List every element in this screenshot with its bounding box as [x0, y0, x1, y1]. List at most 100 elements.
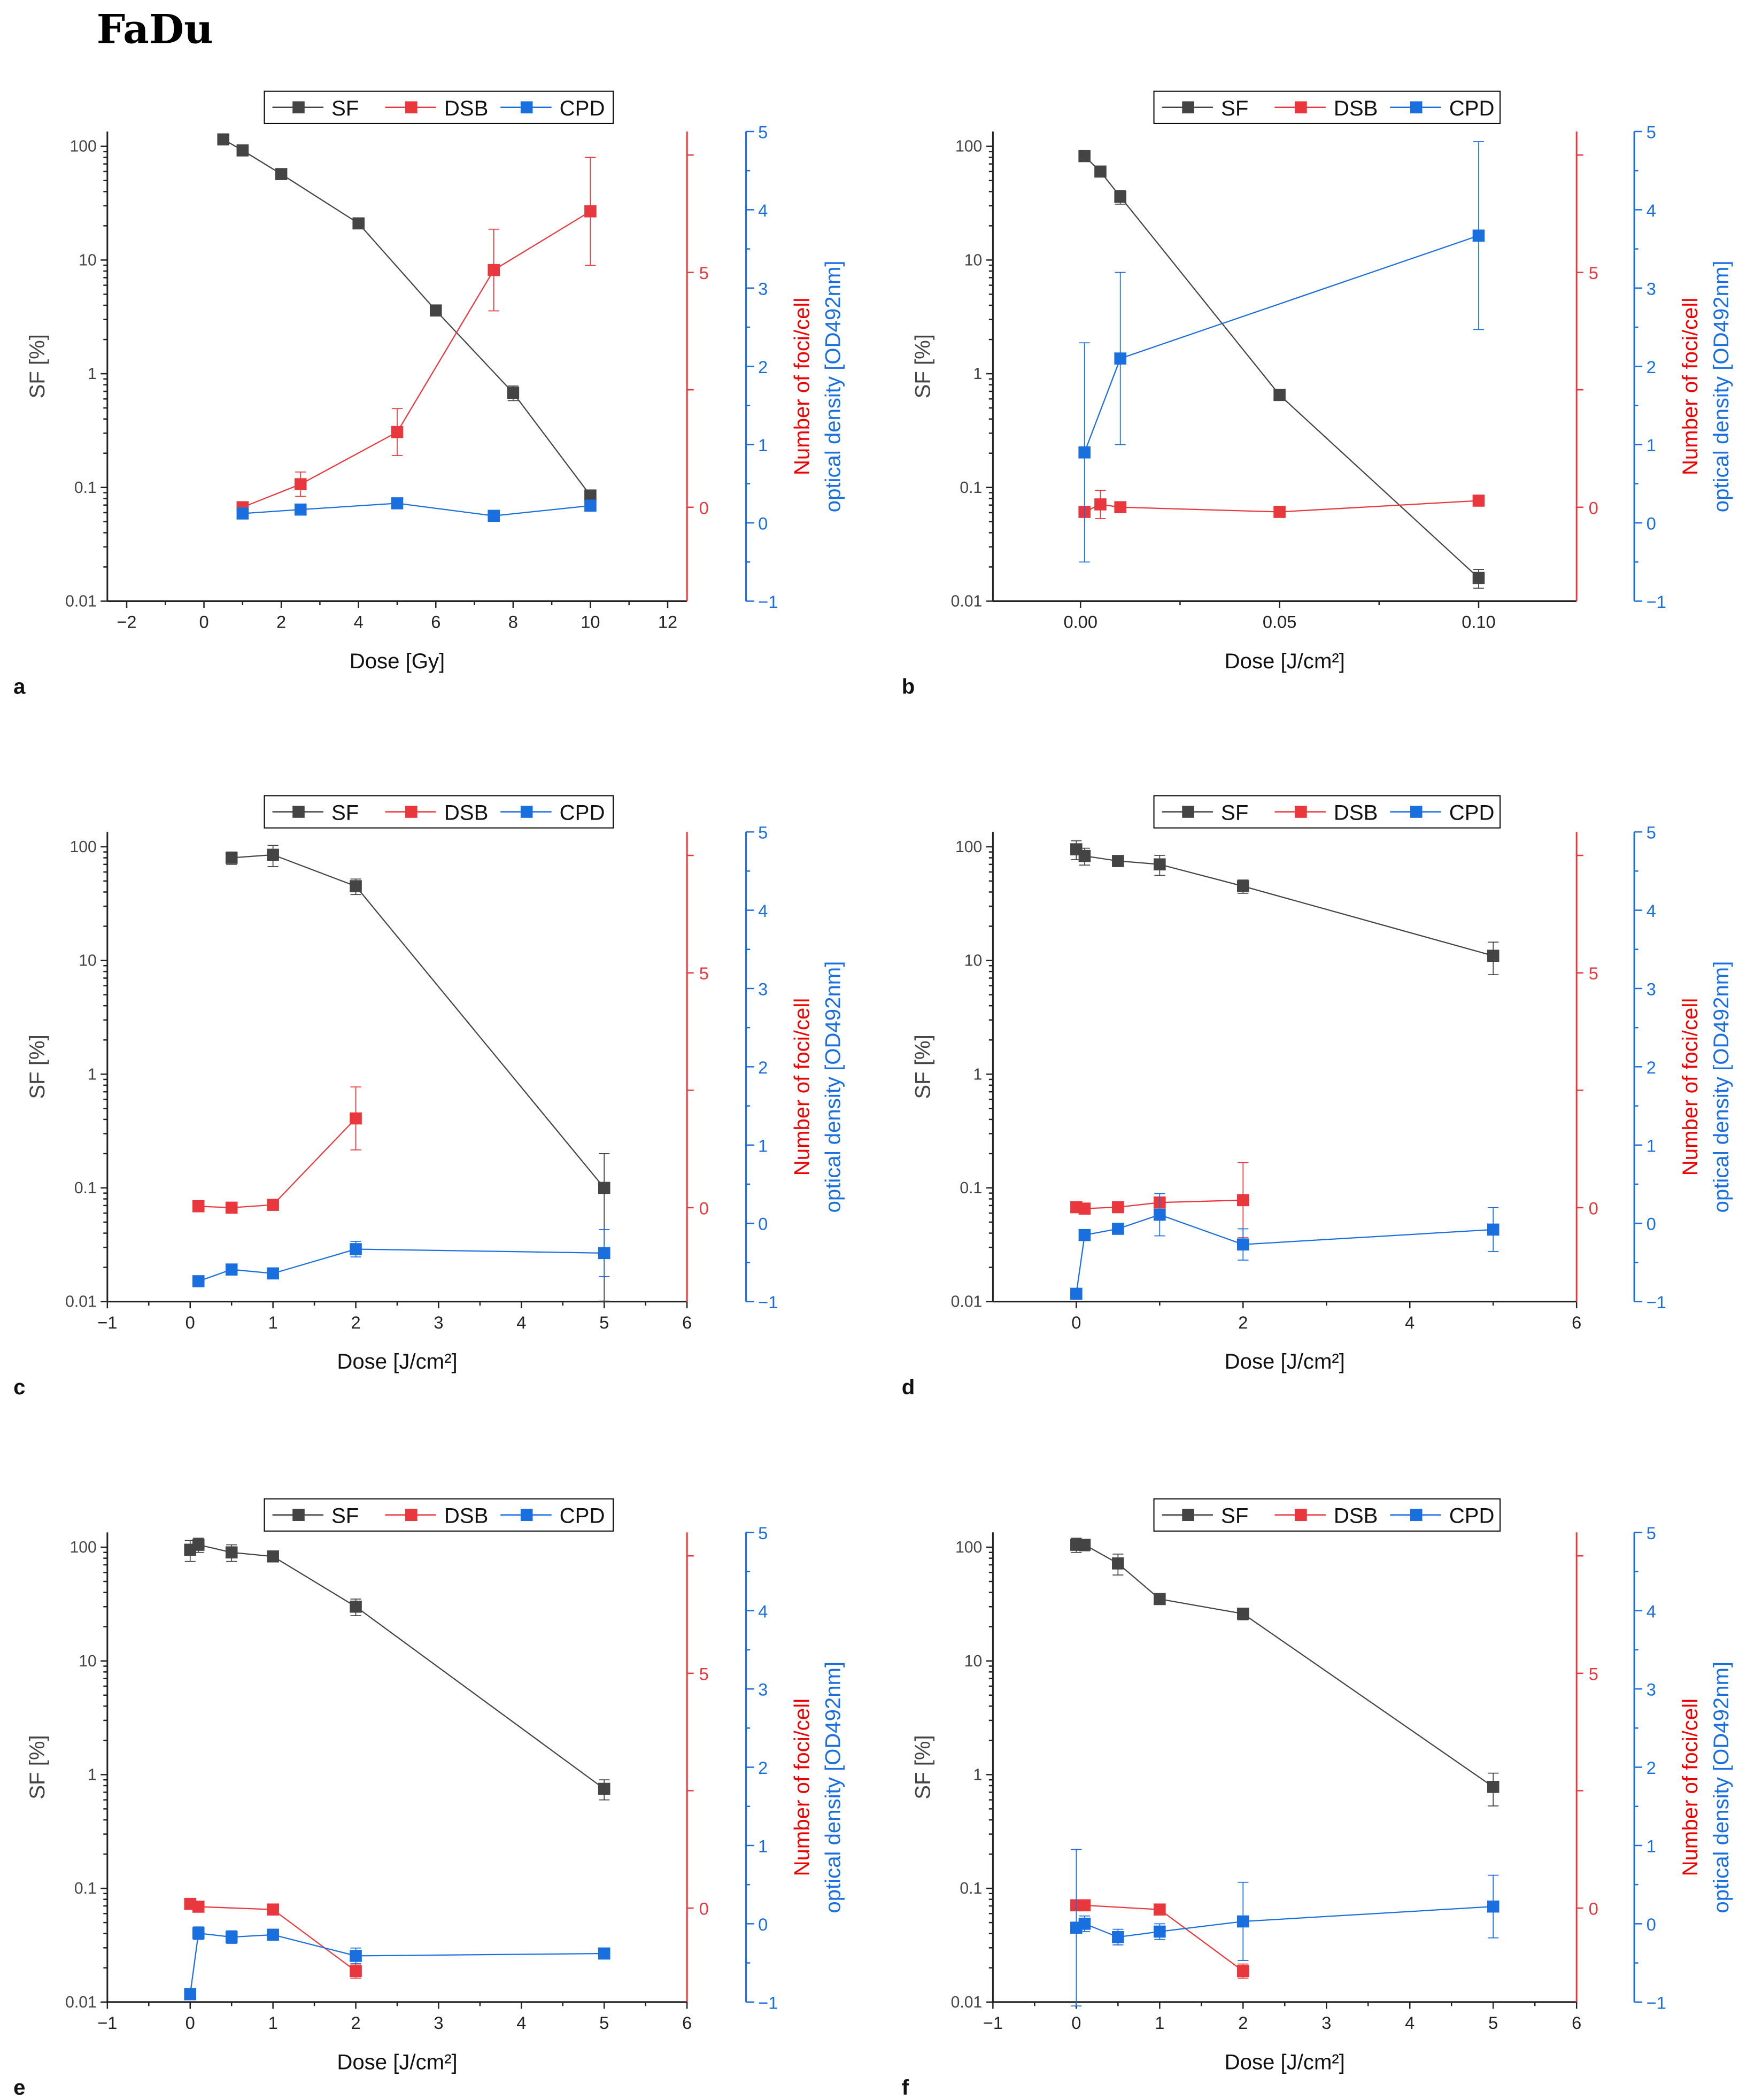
y3-tick-label: 3 [1646, 279, 1656, 298]
series-sf [1070, 1538, 1499, 1806]
y2-axis-title: Number of foci/cell [1678, 298, 1702, 475]
x-tick-label: 4 [516, 1312, 526, 1332]
y3-tick-label: 4 [1646, 200, 1656, 220]
y-tick-label: 0.01 [951, 1293, 983, 1311]
data-point-sf [225, 1546, 238, 1559]
y-tick-label: 0.01 [65, 1994, 97, 2011]
data-point-sf [1237, 1608, 1249, 1620]
data-point-cpd [1078, 1918, 1091, 1930]
y-tick-label: 0.1 [74, 1179, 97, 1197]
y-axis-title: SF [%] [25, 1735, 49, 1799]
data-point-sf [1472, 572, 1485, 584]
legend-label-dsb: DSB [1334, 801, 1378, 825]
legend-marker [292, 101, 305, 114]
legend-marker [405, 806, 418, 818]
data-point-sf [1114, 190, 1126, 203]
legend-marker [520, 806, 533, 818]
y3-tick-label: 2 [758, 1758, 768, 1778]
y3-tick-label: 4 [758, 1601, 768, 1621]
series-cpd [1070, 1193, 1499, 1300]
legend-marker [1182, 806, 1194, 818]
data-point-sf [1078, 150, 1091, 163]
x-tick-label: 2 [351, 1312, 360, 1332]
y3-tick-label: −1 [1646, 1993, 1666, 2012]
x-tick-label: 1 [1155, 2013, 1164, 2033]
legend: SF DSB CPD [1153, 795, 1501, 829]
series-line-sf [1076, 1544, 1494, 1788]
x-axis-title: Dose [J/cm²] [1225, 1349, 1345, 1373]
data-point-dsb [1237, 1965, 1249, 1978]
data-point-dsb [1078, 1202, 1091, 1215]
series-line-cpd [189, 1932, 605, 1995]
legend-label-dsb: DSB [444, 1504, 489, 1528]
x-tick-label: 2 [1238, 1312, 1248, 1332]
y2-tick-label: 5 [699, 263, 709, 283]
data-point-sf [1237, 880, 1249, 892]
y3-axis-title: optical density [OD492nm] [1709, 961, 1733, 1213]
y3-tick-label: 4 [758, 200, 768, 220]
y3-tick-label: 5 [758, 122, 768, 142]
legend-label-sf: SF [331, 96, 359, 120]
series-dsb [1078, 490, 1485, 519]
y3-tick-label: 1 [758, 435, 768, 455]
legend-marker [520, 1509, 533, 1521]
data-point-sf [507, 387, 520, 399]
data-point-cpd [225, 1931, 238, 1943]
data-point-sf [1154, 858, 1166, 871]
y3-tick-label: 3 [758, 279, 768, 298]
data-point-dsb [584, 205, 597, 218]
legend: SF DSB CPD [264, 90, 614, 124]
y3-tick-label: 4 [1646, 1601, 1656, 1621]
chart-panel-b: 0.00 0.05 0.10 0.01 0.1 1 10 100 0 5 −1 0 1 2 3 4 5 Dose … [902, 90, 1733, 699]
y-tick-label: 0.1 [960, 479, 982, 497]
y-tick-label: 1 [88, 1766, 97, 1784]
legend: SF DSB CPD [1153, 1498, 1501, 1532]
data-point-sf [1078, 1539, 1091, 1551]
legend-marker [1295, 806, 1307, 818]
data-point-cpd [1487, 1900, 1499, 1913]
x-axis-title: Dose [J/cm²] [1225, 649, 1345, 673]
series-line-cpd [1076, 1214, 1494, 1294]
x-tick-label: 6 [682, 1312, 692, 1332]
chart-panel-f: −1 0 1 2 3 4 5 6 0.01 0.1 1 10 100 0 5 −1 0 1 2 3 4 5 Dose [J/… [902, 1498, 1733, 2099]
y3-tick-label: 3 [1646, 979, 1656, 999]
x-tick-label: 2 [276, 612, 286, 632]
legend-marker [1410, 806, 1423, 818]
data-point-sf [1273, 389, 1286, 402]
x-tick-label: 3 [434, 1312, 443, 1332]
x-axis-title: Dose [J/cm²] [337, 1349, 457, 1373]
y3-tick-label: 3 [1646, 1680, 1656, 1700]
x-tick-label: 4 [1405, 2013, 1414, 2033]
data-point-sf [267, 1550, 279, 1563]
series-dsb [192, 1086, 362, 1214]
series-sf [1070, 840, 1499, 975]
x-tick-label: 5 [1488, 2013, 1498, 2033]
x-axis-title: Dose [J/cm²] [337, 2050, 457, 2074]
data-point-sf [1078, 850, 1091, 862]
panel-label: c [13, 1375, 25, 1399]
legend-label-sf: SF [331, 801, 359, 825]
legend-label-dsb: DSB [444, 801, 489, 825]
y3-tick-label: 4 [1646, 901, 1656, 921]
y-tick-label: 100 [955, 138, 982, 156]
y2-tick-label: 0 [699, 498, 709, 518]
data-point-sf [1154, 1593, 1166, 1605]
x-tick-label: 5 [599, 2013, 609, 2033]
x-tick-label: 0 [185, 2013, 195, 2033]
series-dsb [236, 157, 597, 514]
y-axis-title: SF [%] [910, 1034, 934, 1099]
y3-tick-label: 5 [758, 823, 768, 843]
legend: SF DSB CPD [264, 1498, 614, 1532]
data-point-sf [1487, 1781, 1499, 1793]
series-sf [217, 133, 597, 502]
series-sf [225, 845, 610, 1302]
x-tick-label: 6 [682, 2013, 692, 2033]
y-tick-label: 100 [70, 138, 97, 156]
data-point-dsb [267, 1199, 279, 1211]
y-tick-label: 100 [70, 838, 97, 856]
x-tick-label: 4 [516, 2013, 526, 2033]
x-tick-label: 6 [1572, 1312, 1581, 1332]
legend-marker [1182, 101, 1194, 114]
legend-label-cpd: CPD [1449, 96, 1495, 120]
